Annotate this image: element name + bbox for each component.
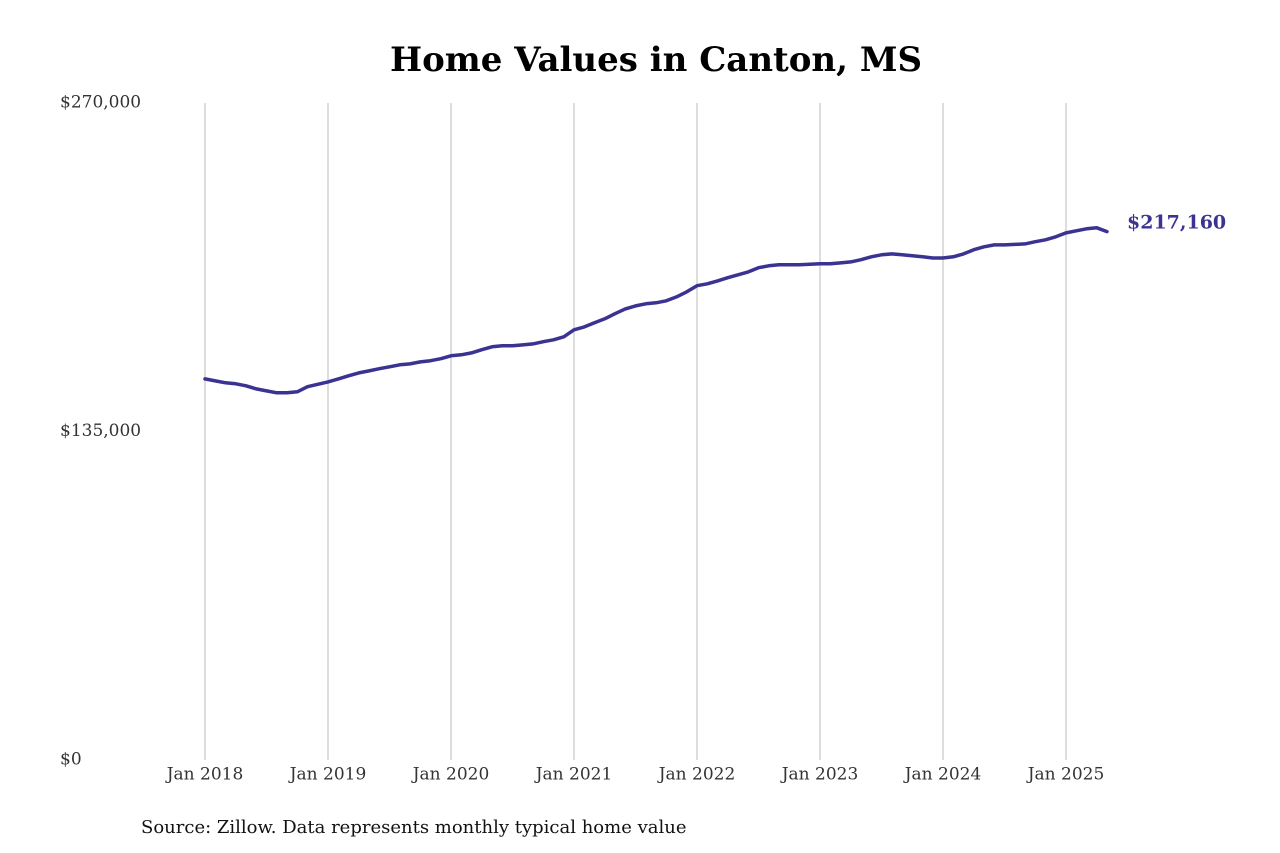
y-tick-label: $270,000 (60, 93, 141, 113)
data-line (203, 226, 1109, 395)
x-tick-label: Jan 2022 (657, 765, 736, 785)
x-tick-label: Jan 2023 (780, 765, 859, 785)
x-tick-label: Jan 2020 (411, 765, 490, 785)
end-label: $217,160 (1127, 212, 1226, 234)
x-tick-label: Jan 2021 (534, 765, 613, 785)
y-tick-label: $135,000 (60, 421, 141, 441)
x-tick-label: Jan 2024 (903, 765, 982, 785)
chart-title: Home Values in Canton, MS (390, 40, 922, 80)
y-tick-label: $0 (60, 750, 82, 770)
source-note: Source: Zillow. Data represents monthly … (141, 817, 687, 838)
x-tick-label: Jan 2025 (1026, 765, 1105, 785)
x-tick-label: Jan 2018 (165, 765, 244, 785)
x-tick-label: Jan 2019 (288, 765, 367, 785)
